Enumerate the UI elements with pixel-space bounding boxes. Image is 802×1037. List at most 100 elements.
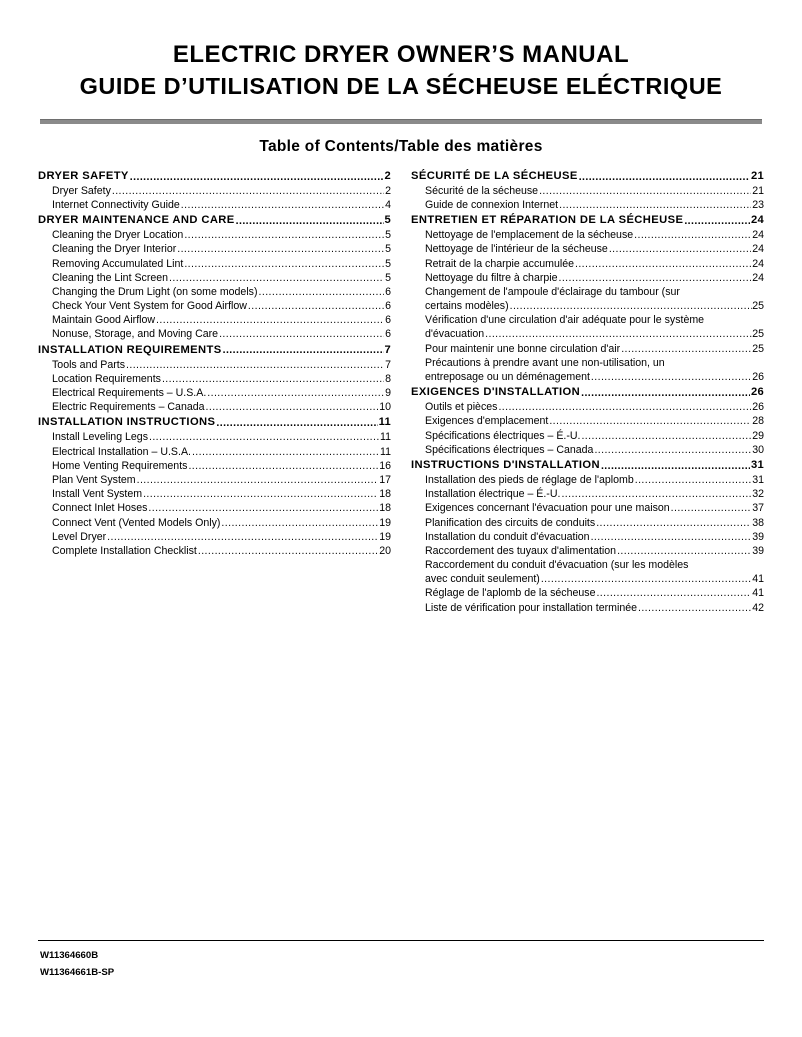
toc-sub-entry[interactable]: Removing Accumulated Lint...............… [38, 257, 391, 271]
toc-sub-entry[interactable]: Dryer Safety............................… [38, 184, 391, 198]
toc-sub-entry[interactable]: Maintain Good Airflow...................… [38, 313, 391, 327]
toc-entry-leader-dots: ........................................… [596, 587, 751, 600]
toc-entry-label: Installation des pieds de réglage de l'a… [425, 473, 634, 486]
toc-entry-leader-dots: ........................................… [235, 214, 384, 227]
toc-entry-page-number: 6 [385, 300, 391, 313]
toc-sub-entry[interactable]: Réglage de l'aplomb de la sécheuse......… [411, 586, 764, 600]
toc-sub-entry[interactable]: Installation des pieds de réglage de l'a… [411, 473, 764, 487]
toc-entry-page-number: 39 [752, 544, 764, 557]
toc-entry-label: Internet Connectivity Guide [52, 198, 180, 211]
toc-entry-page-number: 8 [385, 372, 391, 385]
toc-section-entry[interactable]: INSTALLATION INSTRUCTIONS...............… [38, 415, 391, 430]
toc-entry-label: Raccordement des tuyaux d'alimentation [425, 544, 617, 557]
toc-sub-entry[interactable]: Electric Requirements – Canada..........… [38, 400, 391, 414]
toc-sub-entry[interactable]: Changing the Drum Light (on some models)… [38, 285, 391, 299]
toc-entry-label: Exigences concernant l'évacuation pour u… [425, 502, 670, 515]
toc-entry-wrapped[interactable]: entreposage ou un déménagement..........… [411, 370, 764, 384]
toc-sub-entry[interactable]: Installation du conduit d'évacuation....… [411, 530, 764, 544]
toc-sub-entry[interactable]: Raccordement des tuyaux d'alimentation..… [411, 544, 764, 558]
toc-sub-entry[interactable]: Nettoyage de l'intérieur de la sécheuse.… [411, 242, 764, 256]
toc-entry-label: Home Venting Requirements [52, 459, 188, 472]
toc-sub-entry[interactable]: Connect Inlet Hoses.....................… [38, 501, 391, 515]
toc-entry-leader-dots: ........................................… [634, 229, 752, 242]
toc-entry-wrapped[interactable]: d'évacuation............................… [411, 327, 764, 341]
toc-sub-entry[interactable]: Spécifications électriques – Canada.....… [411, 443, 764, 457]
toc-sub-entry[interactable]: Install Vent System.....................… [38, 487, 391, 501]
toc-sub-entry[interactable]: Tools and Parts.........................… [38, 358, 391, 372]
toc-sub-entry[interactable]: Cleaning the Dryer Location.............… [38, 228, 391, 242]
toc-entry-page-number: 7 [384, 343, 391, 356]
toc-entry-leader-dots: ........................................… [581, 387, 750, 400]
toc-entry-leader-dots: ........................................… [638, 601, 751, 614]
toc-entry-page-number: 24 [752, 271, 764, 284]
toc-sub-entry[interactable]: Installation électrique – É.-U..........… [411, 487, 764, 501]
toc-sub-entry[interactable]: Outils et pièces........................… [411, 400, 764, 414]
toc-entry-page-number: 11 [380, 431, 391, 444]
toc-entry-label: Tools and Parts [52, 358, 126, 371]
toc-entry-page-number: 41 [752, 573, 764, 586]
toc-sub-entry[interactable]: Exigences concernant l'évacuation pour u… [411, 501, 764, 515]
toc-sub-entry[interactable]: Location Requirements...................… [38, 372, 391, 386]
toc-entry-page-number: 5 [384, 214, 391, 227]
toc-sub-entry[interactable]: Nettoyage du filtre à charpie...........… [411, 271, 764, 285]
toc-entry-leader-dots: ........................................… [129, 170, 384, 183]
toc-section-entry[interactable]: DRYER MAINTENANCE AND CARE..............… [38, 213, 391, 228]
toc-sub-entry[interactable]: Electrical Installation – U.S.A.........… [38, 445, 391, 459]
toc-entry-leader-dots: ........................................… [498, 401, 751, 414]
toc-sub-entry[interactable]: Cleaning the Dryer Interior.............… [38, 242, 391, 256]
toc-entry-leader-dots: ........................................… [539, 184, 751, 197]
toc-sub-entry[interactable]: Retrait de la charpie accumulée.........… [411, 257, 764, 271]
toc-entry-page-number: 31 [751, 458, 764, 471]
toc-entry-page-number: 28 [752, 415, 764, 428]
toc-sub-entry[interactable]: Planification des circuits de conduits..… [411, 516, 764, 530]
toc-entry-leader-dots: ........................................… [258, 285, 385, 298]
toc-entry-leader-dots: ........................................… [126, 358, 384, 371]
toc-section-entry[interactable]: SÉCURITÉ DE LA SÉCHEUSE.................… [411, 169, 764, 184]
toc-sub-entry[interactable]: Electrical Requirements – U.S.A.........… [38, 386, 391, 400]
toc-section-entry[interactable]: DRYER SAFETY............................… [38, 169, 391, 184]
toc-sub-entry[interactable]: Liste de vérification pour installation … [411, 601, 764, 615]
toc-sub-entry[interactable]: Exigences d'emplacement.................… [411, 414, 764, 428]
toc-entry-page-number: 38 [752, 516, 764, 529]
toc-entry-page-number: 21 [752, 184, 764, 197]
toc-entry-leader-dots: ........................................… [600, 459, 751, 472]
toc-sub-entry[interactable]: Level Dryer.............................… [38, 530, 391, 544]
toc-entry-label: Cleaning the Lint Screen [52, 271, 169, 284]
toc-sub-entry[interactable]: Nonuse, Storage, and Moving Care........… [38, 327, 391, 341]
toc-sub-entry[interactable]: Complete Installation Checklist.........… [38, 544, 391, 558]
toc-sub-entry[interactable]: Guide de connexion Internet.............… [411, 198, 764, 212]
toc-entry-label: Guide de connexion Internet [425, 198, 559, 211]
toc-entry-leader-dots: ........................................… [177, 243, 384, 256]
toc-sub-entry[interactable]: Pour maintenir une bonne circulation d'a… [411, 342, 764, 356]
toc-section-entry[interactable]: EXIGENCES D'INSTALLATION................… [411, 385, 764, 400]
toc-entry-page-number: 29 [752, 429, 764, 442]
toc-entry-continuation: Raccordement du conduit d'évacuation (su… [425, 559, 689, 572]
toc-sub-entry[interactable]: Internet Connectivity Guide.............… [38, 198, 391, 212]
toc-sub-entry[interactable]: Check Your Vent System for Good Airflow.… [38, 299, 391, 313]
toc-entry-wrapped[interactable]: certains modèles).......................… [411, 299, 764, 313]
toc-entry-leader-dots: ........................................… [136, 473, 379, 486]
toc-sub-entry[interactable]: Sécurité de la sécheuse.................… [411, 184, 764, 198]
toc-entry-label: EXIGENCES D'INSTALLATION [411, 386, 581, 399]
toc-entry-continuation: Changement de l'ampoule d'éclairage du t… [425, 285, 680, 298]
toc-section-entry[interactable]: ENTRETIEN ET RÉPARATION DE LA SÉCHEUSE..… [411, 213, 764, 228]
toc-sub-entry[interactable]: Install Leveling Legs...................… [38, 430, 391, 444]
toc-section-entry[interactable]: INSTALLATION REQUIREMENTS...............… [38, 343, 391, 358]
toc-entry-leader-dots: ........................................… [578, 170, 750, 183]
toc-entry-page-number: 11 [378, 416, 391, 429]
toc-section-entry[interactable]: INSTRUCTIONS D'INSTALLATION.............… [411, 458, 764, 473]
page-title-english: ELECTRIC DRYER OWNER’S MANUAL [172, 41, 630, 68]
toc-entry-page-number: 24 [752, 257, 764, 270]
toc-entry-label: Electric Requirements – Canada [52, 401, 205, 414]
toc-sub-entry[interactable]: Nettoyage de l'emplacement de la sécheus… [411, 228, 764, 242]
toc-sub-entry[interactable]: Home Venting Requirements...............… [38, 459, 391, 473]
toc-entry-page-number: 26 [752, 371, 764, 384]
toc-sub-entry[interactable]: Connect Vent (Vented Models Only).......… [38, 516, 391, 530]
header-divider [40, 118, 762, 124]
toc-sub-entry[interactable]: Cleaning the Lint Screen................… [38, 271, 391, 285]
toc-sub-entry[interactable]: Spécifications électriques – É.-U.......… [411, 429, 764, 443]
toc-entry-page-number: 39 [752, 530, 764, 543]
toc-entry-leader-dots: ........................................… [111, 184, 385, 197]
toc-sub-entry[interactable]: Plan Vent System........................… [38, 473, 391, 487]
toc-entry-wrapped[interactable]: avec conduit seulement).................… [411, 572, 764, 586]
